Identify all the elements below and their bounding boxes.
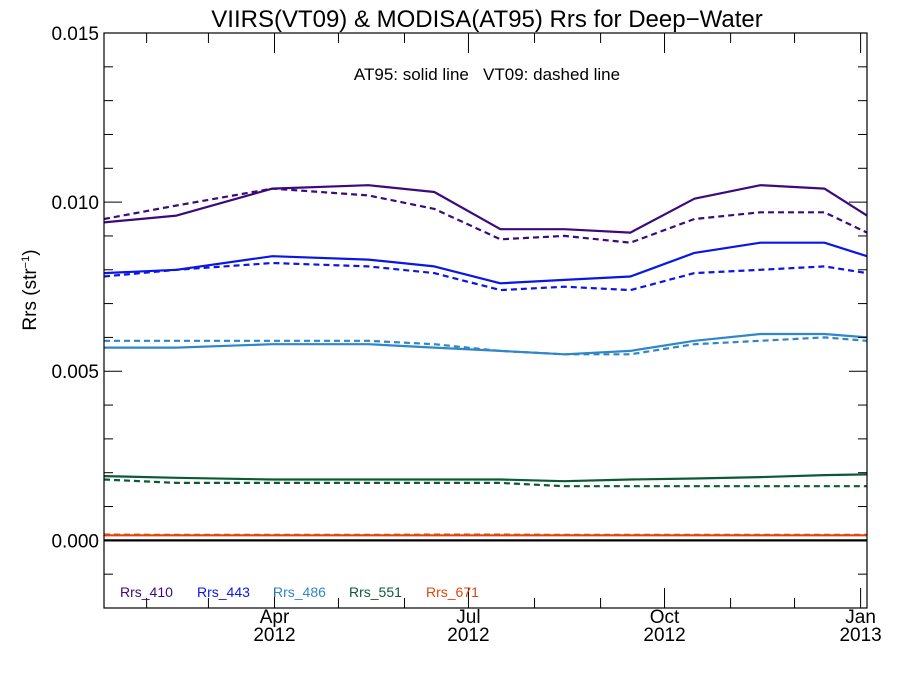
x-tick-label-year: 2012: [447, 625, 489, 646]
legend-entry-rrs_410: Rrs_410: [120, 584, 173, 600]
series-rrs_443-vt09: [103, 261, 868, 292]
series-rrs_551-at95: [103, 473, 868, 483]
plot-frame: [103, 32, 868, 609]
series-rrs_486-at95: [104, 332, 868, 356]
series-layer: [103, 184, 868, 537]
y-axis-label-close: ): [20, 249, 41, 255]
x-tick-label-month: Jul: [456, 607, 480, 628]
series-rrs_410-vt09: [103, 187, 868, 244]
y-ticks: 0.000 0.005 0.010 0.015: [51, 24, 867, 609]
x-tick-label-year: 2013: [839, 625, 881, 646]
y-tick-label: 0.005: [51, 362, 99, 383]
legend-entry-rrs_551: Rrs_551: [349, 584, 402, 600]
legend-entry-rrs_443: Rrs_443: [197, 584, 250, 600]
series-rrs_443-at95: [103, 241, 868, 285]
y-axis-label-main: Rrs (str: [20, 268, 41, 331]
y-axis-label-sup: −1: [20, 256, 32, 269]
x-tick-label-year: 2012: [643, 625, 685, 646]
y-tick-label: 0.010: [51, 193, 99, 214]
y-tick-label: 0.015: [51, 24, 99, 45]
series-rrs_486-vt09: [104, 336, 868, 356]
series-rrs_410-at95: [103, 184, 868, 234]
legend: Rrs_410 Rrs_443 Rrs_486 Rrs_551 Rrs_671: [120, 584, 479, 600]
legend-entry-rrs_486: Rrs_486: [273, 584, 326, 600]
x-tick-label-month: Jan: [845, 607, 876, 628]
y-axis-label: Rrs (str−1): [20, 249, 41, 330]
legend-entry-rrs_671: Rrs_671: [426, 584, 479, 600]
x-tick-label-year: 2012: [253, 625, 295, 646]
chart-annotation: AT95: solid line VT09: dashed line: [354, 65, 620, 84]
x-tick-label-month: Apr: [260, 607, 290, 628]
chart-title: VIIRS(VT09) & MODISA(AT95) Rrs for Deep−…: [211, 6, 762, 33]
y-tick-label: 0.000: [51, 531, 99, 552]
series-rrs_551-vt09: [103, 478, 867, 488]
x-tick-label-month: Oct: [650, 607, 680, 628]
